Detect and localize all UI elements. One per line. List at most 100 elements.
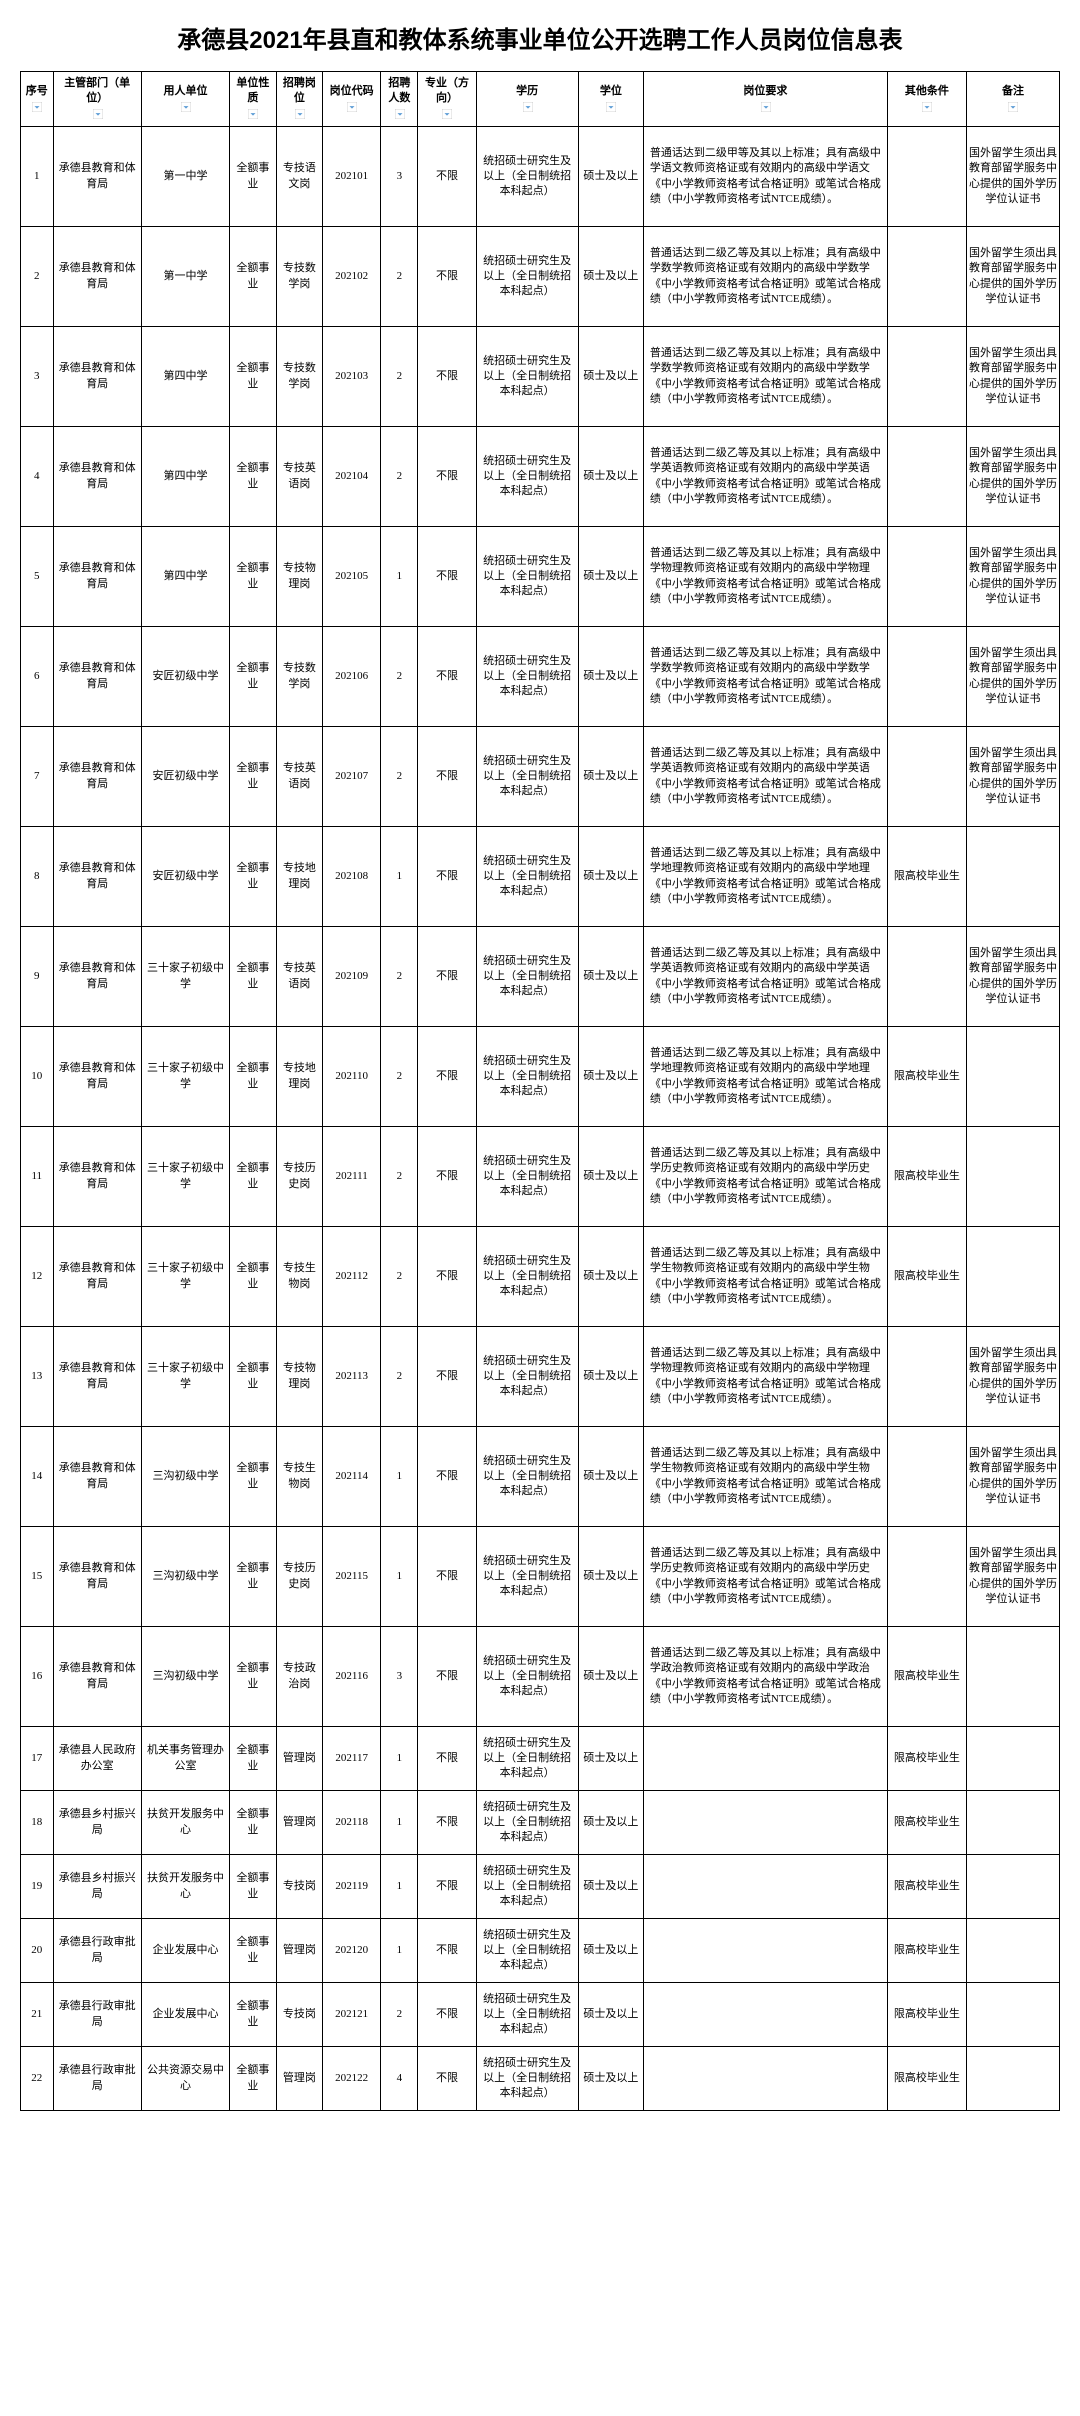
filter-dropdown-icon[interactable]: [181, 102, 191, 112]
filter-dropdown-icon[interactable]: [32, 102, 42, 112]
filter-dropdown-icon[interactable]: [523, 102, 533, 112]
table-cell-count: 2: [381, 727, 418, 827]
filter-dropdown-icon[interactable]: [1008, 102, 1018, 112]
table-cell-code: 202112: [323, 1227, 381, 1327]
table-cell-seq: 15: [21, 1527, 54, 1627]
table-cell-req: 普通话达到二级乙等及其以上标准；具有高级中学英语教师资格证或有效期内的高级中学英…: [643, 727, 887, 827]
table-cell-count: 2: [381, 1127, 418, 1227]
table-cell-edu: 统招硕士研究生及以上（全日制统招本科起点）: [476, 1983, 578, 2047]
table-cell-dept: 承德县教育和体育局: [53, 127, 141, 227]
table-cell-major: 不限: [418, 1855, 476, 1919]
table-header-cell[interactable]: 专业（方向）: [418, 72, 476, 127]
table-cell-count: 2: [381, 227, 418, 327]
table-cell-post: 专技地理岗: [276, 1027, 322, 1127]
table-cell-other: [887, 627, 966, 727]
table-cell-employer: 公共资源交易中心: [141, 2047, 229, 2111]
table-cell-count: 2: [381, 1027, 418, 1127]
table-cell-nature: 全额事业: [230, 327, 276, 427]
header-label: 招聘岗位: [283, 77, 316, 104]
table-header-cell[interactable]: 岗位要求: [643, 72, 887, 127]
table-header-cell[interactable]: 岗位代码: [323, 72, 381, 127]
table-cell-edu: 统招硕士研究生及以上（全日制统招本科起点）: [476, 327, 578, 427]
table-header-cell[interactable]: 用人单位: [141, 72, 229, 127]
table-cell-degree: 硕士及以上: [578, 827, 643, 927]
table-header-cell[interactable]: 序号: [21, 72, 54, 127]
table-cell-edu: 统招硕士研究生及以上（全日制统招本科起点）: [476, 1527, 578, 1627]
job-info-table: 序号主管部门（单位） 用人单位单位性质招聘岗位 岗位代码招聘人数专业（方向）学历学位…: [20, 71, 1060, 2111]
table-cell-major: 不限: [418, 927, 476, 1027]
table-cell-edu: 统招硕士研究生及以上（全日制统招本科起点）: [476, 927, 578, 1027]
filter-dropdown-icon[interactable]: [442, 109, 452, 119]
table-header-cell[interactable]: 招聘人数: [381, 72, 418, 127]
table-cell-other: 限高校毕业生: [887, 1627, 966, 1727]
header-label: 备注: [1002, 85, 1024, 97]
table-cell-major: 不限: [418, 827, 476, 927]
table-cell-seq: 10: [21, 1027, 54, 1127]
table-header-cell[interactable]: 备注: [966, 72, 1059, 127]
table-cell-post: 专技历史岗: [276, 1527, 322, 1627]
table-cell-req: 普通话达到二级乙等及其以上标准；具有高级中学物理教师资格证或有效期内的高级中学物…: [643, 527, 887, 627]
table-cell-remark: [966, 2047, 1059, 2111]
table-cell-post: 管理岗: [276, 1919, 322, 1983]
filter-dropdown-icon[interactable]: [922, 102, 932, 112]
table-header-cell[interactable]: 主管部门（单位）: [53, 72, 141, 127]
table-cell-req: 普通话达到二级甲等及其以上标准；具有高级中学语文教师资格证或有效期内的高级中学语…: [643, 127, 887, 227]
filter-dropdown-icon[interactable]: [248, 109, 258, 119]
table-cell-remark: 国外留学生须出具教育部留学服务中心提供的国外学历学位认证书: [966, 627, 1059, 727]
header-label: 主管部门（单位）: [64, 77, 130, 104]
table-cell-edu: 统招硕士研究生及以上（全日制统招本科起点）: [476, 1627, 578, 1727]
table-cell-degree: 硕士及以上: [578, 127, 643, 227]
table-cell-seq: 9: [21, 927, 54, 1027]
table-cell-employer: 安匠初级中学: [141, 827, 229, 927]
table-cell-other: 限高校毕业生: [887, 1791, 966, 1855]
table-cell-other: [887, 227, 966, 327]
table-header-cell[interactable]: 其他条件: [887, 72, 966, 127]
table-header-cell[interactable]: 单位性质: [230, 72, 276, 127]
table-cell-count: 2: [381, 327, 418, 427]
filter-dropdown-icon[interactable]: [347, 102, 357, 112]
table-cell-seq: 8: [21, 827, 54, 927]
table-cell-nature: 全额事业: [230, 1527, 276, 1627]
table-header-cell[interactable]: 学位: [578, 72, 643, 127]
table-cell-major: 不限: [418, 1327, 476, 1427]
table-cell-other: [887, 1427, 966, 1527]
table-row: 22承德县行政审批局公共资源交易中心全额事业管理岗2021224不限统招硕士研究…: [21, 2047, 1060, 2111]
filter-dropdown-icon[interactable]: [606, 102, 616, 112]
table-cell-req: 普通话达到二级乙等及其以上标准；具有高级中学政治教师资格证或有效期内的高级中学政…: [643, 1627, 887, 1727]
table-cell-other: 限高校毕业生: [887, 827, 966, 927]
table-cell-post: 管理岗: [276, 1727, 322, 1791]
table-cell-major: 不限: [418, 127, 476, 227]
table-cell-edu: 统招硕士研究生及以上（全日制统招本科起点）: [476, 227, 578, 327]
table-cell-dept: 承德县教育和体育局: [53, 627, 141, 727]
table-cell-dept: 承德县教育和体育局: [53, 1527, 141, 1627]
table-cell-other: 限高校毕业生: [887, 2047, 966, 2111]
table-row: 17承德县人民政府办公室机关事务管理办公室全额事业管理岗2021171不限统招硕…: [21, 1727, 1060, 1791]
table-cell-req: 普通话达到二级乙等及其以上标准；具有高级中学数学教师资格证或有效期内的高级中学数…: [643, 327, 887, 427]
table-cell-degree: 硕士及以上: [578, 727, 643, 827]
table-row: 14承德县教育和体育局三沟初级中学全额事业专技生物岗2021141不限统招硕士研…: [21, 1427, 1060, 1527]
table-cell-code: 202113: [323, 1327, 381, 1427]
table-cell-edu: 统招硕士研究生及以上（全日制统招本科起点）: [476, 1327, 578, 1427]
filter-dropdown-icon[interactable]: [93, 109, 103, 119]
table-cell-other: [887, 1527, 966, 1627]
table-cell-nature: 全额事业: [230, 127, 276, 227]
table-cell-edu: 统招硕士研究生及以上（全日制统招本科起点）: [476, 627, 578, 727]
table-cell-other: 限高校毕业生: [887, 1727, 966, 1791]
table-cell-remark: [966, 1027, 1059, 1127]
filter-dropdown-icon[interactable]: [295, 109, 305, 119]
table-cell-remark: [966, 1983, 1059, 2047]
table-cell-employer: 扶贫开发服务中心: [141, 1855, 229, 1919]
header-label: 单位性质: [236, 77, 269, 104]
table-cell-remark: [966, 1727, 1059, 1791]
table-cell-code: 202122: [323, 2047, 381, 2111]
table-header-cell[interactable]: 招聘岗位: [276, 72, 322, 127]
table-cell-remark: [966, 1627, 1059, 1727]
table-header-cell[interactable]: 学历: [476, 72, 578, 127]
filter-dropdown-icon[interactable]: [761, 102, 771, 112]
table-cell-degree: 硕士及以上: [578, 427, 643, 527]
table-cell-remark: [966, 1227, 1059, 1327]
table-row: 12承德县教育和体育局三十家子初级中学全额事业专技生物岗2021122不限统招硕…: [21, 1227, 1060, 1327]
table-cell-count: 2: [381, 427, 418, 527]
filter-dropdown-icon[interactable]: [395, 109, 405, 119]
header-label: 岗位代码: [330, 85, 374, 97]
